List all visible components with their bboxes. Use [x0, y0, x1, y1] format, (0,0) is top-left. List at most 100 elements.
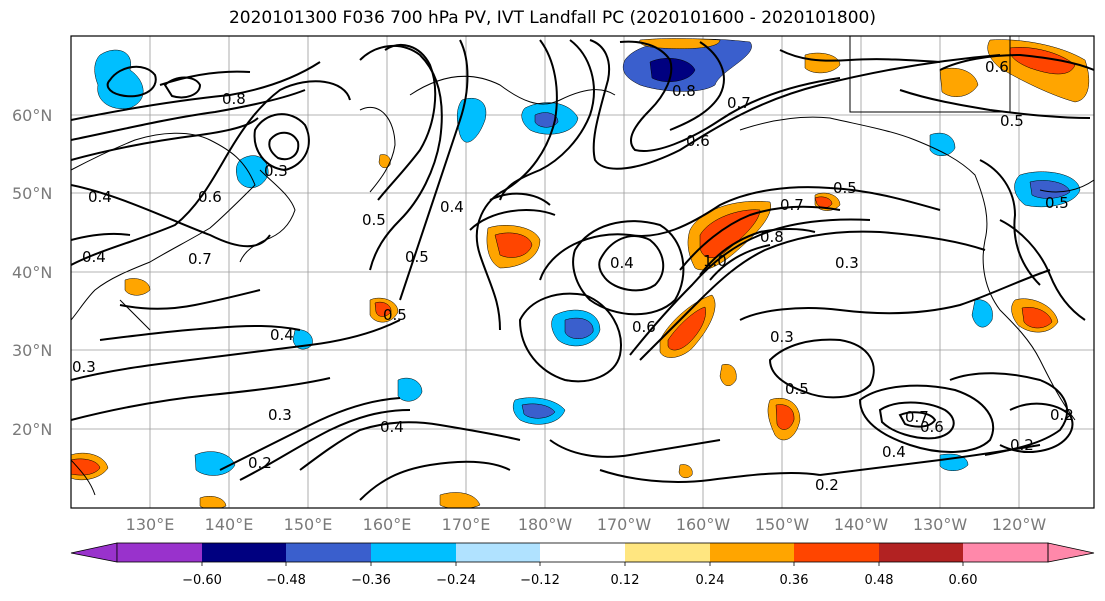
lon-label: 170°W	[597, 515, 652, 534]
anomaly-positive	[1021, 307, 1053, 329]
colorbar-segment	[202, 543, 286, 562]
colorbar-tick-label: 0.12	[611, 573, 640, 588]
contour-label: 0.5	[785, 380, 809, 398]
colorbar-segment	[794, 543, 879, 562]
anomaly-positive	[699, 209, 761, 259]
contour-label: 0.4	[88, 188, 112, 206]
anomaly-negative	[236, 155, 269, 188]
colorbar-segment	[963, 543, 1048, 562]
contour-label: 0.2	[1010, 436, 1034, 454]
contour-label: 0.8	[760, 228, 784, 246]
lon-label: 160°W	[676, 515, 731, 534]
anomaly-positive	[494, 232, 533, 258]
lat-label: 60°N	[12, 106, 52, 125]
contours	[71, 39, 1094, 501]
colorbar-tick-label: 0.48	[865, 573, 894, 588]
contour-label: 0.6	[632, 318, 656, 336]
colorbar-segment	[117, 543, 202, 562]
contour-label: 0.7	[905, 408, 929, 426]
anomaly-positive	[814, 196, 833, 208]
colorbar: −0.60 −0.48 −0.36 −0.24 −0.12 0.12 0.24 …	[70, 542, 1095, 588]
contour-label: 0.4	[270, 326, 294, 344]
anomaly-negative	[397, 377, 423, 402]
contour-label: 0.7	[727, 94, 751, 112]
contour-labels: 0.4 0.7 0.6 0.4 0.3 0.8 0.5 0.5 0.5 0.4 …	[72, 58, 1074, 494]
contour-label: 0.6	[686, 132, 710, 150]
colorbar-segment	[625, 543, 710, 562]
colorbar-tick-label: −0.24	[436, 573, 476, 588]
anomaly-negative	[1029, 180, 1071, 199]
contour-label: 0.4	[882, 443, 906, 461]
contour-label: 0.2	[1050, 406, 1074, 424]
anomaly-positive	[124, 278, 151, 296]
anomaly-positive	[71, 458, 101, 476]
anomaly-positive	[374, 301, 392, 317]
colorbar-tick-label: −0.60	[182, 573, 222, 588]
anomaly-negative	[457, 97, 487, 143]
lat-label: 50°N	[12, 184, 52, 203]
anomaly-positive	[804, 52, 841, 74]
anomaly-negative	[194, 451, 236, 476]
anomaly-positive	[667, 306, 706, 351]
anomaly-positive	[939, 67, 979, 97]
contour-label: 0.7	[188, 250, 212, 268]
colorbar-tick-label: 0.24	[696, 573, 725, 588]
contour-label: 0.4	[380, 418, 404, 436]
contour-label: 0.4	[440, 198, 464, 216]
colorbar-tick-label: −0.12	[520, 573, 560, 588]
contour-label: 0.2	[248, 454, 272, 472]
colorbar-segment	[540, 543, 625, 562]
contour-label: 0.6	[198, 188, 222, 206]
contour-label: 0.6	[985, 58, 1009, 76]
inset-box	[849, 36, 1011, 113]
contour-label: 0.3	[72, 358, 96, 376]
anomaly-positive	[439, 492, 481, 508]
contour-label: 0.5	[1045, 194, 1069, 212]
contour-label: 0.3	[835, 254, 859, 272]
map-frame	[70, 35, 1095, 509]
longitude-labels: 130°E 140°E 150°E 160°E 170°E 180°W 170°…	[126, 515, 1047, 534]
lon-label: 180°W	[518, 515, 573, 534]
lon-label: 170°E	[442, 515, 491, 534]
anomaly-negative	[649, 58, 696, 82]
contour-label: 0.3	[770, 328, 794, 346]
lon-label: 130°W	[913, 515, 968, 534]
colorbar-ticks	[201, 562, 964, 566]
colorbar-segment	[371, 543, 456, 562]
anomaly-positive	[639, 38, 721, 49]
anomaly-positive	[719, 364, 737, 387]
contour-label: 0.5	[1000, 112, 1024, 130]
contour-label: 0.3	[268, 406, 292, 424]
lon-label: 150°W	[755, 515, 810, 534]
lon-label: 130°E	[126, 515, 175, 534]
contour-label: 1.0	[703, 252, 727, 270]
contour-label: 0.4	[610, 254, 634, 272]
latitude-labels: 60°N 50°N 40°N 30°N 20°N	[12, 106, 52, 439]
colorbar-tick-label: −0.36	[351, 573, 391, 588]
colorbar-segment	[456, 543, 540, 562]
colorbar-tick-label: −0.48	[266, 573, 306, 588]
lon-label: 140°E	[205, 515, 254, 534]
colorbar-segment	[286, 543, 371, 562]
lon-label: 120°W	[992, 515, 1047, 534]
lon-label: 150°E	[284, 515, 333, 534]
lon-label: 140°W	[834, 515, 889, 534]
anomaly-positive	[775, 404, 795, 430]
lat-label: 20°N	[12, 420, 52, 439]
colorbar-segment	[710, 543, 794, 562]
colorbar-tick-label: 0.60	[949, 573, 978, 588]
colorbar-segment	[879, 543, 963, 562]
coastlines	[71, 75, 1094, 496]
map-panel: 0.4 0.7 0.6 0.4 0.3 0.8 0.5 0.5 0.5 0.4 …	[71, 36, 1094, 508]
anomaly-negative	[971, 299, 993, 328]
contour-label: 0.5	[405, 248, 429, 266]
contour-label: 0.4	[82, 248, 106, 266]
anomaly-positive	[1009, 47, 1076, 75]
contour-label: 0.2	[815, 476, 839, 494]
contour-label: 0.8	[672, 82, 696, 100]
contour-label: 0.5	[833, 179, 857, 197]
lat-label: 40°N	[12, 263, 52, 282]
contour-label: 0.7	[780, 196, 804, 214]
anomaly-negative	[534, 112, 559, 128]
